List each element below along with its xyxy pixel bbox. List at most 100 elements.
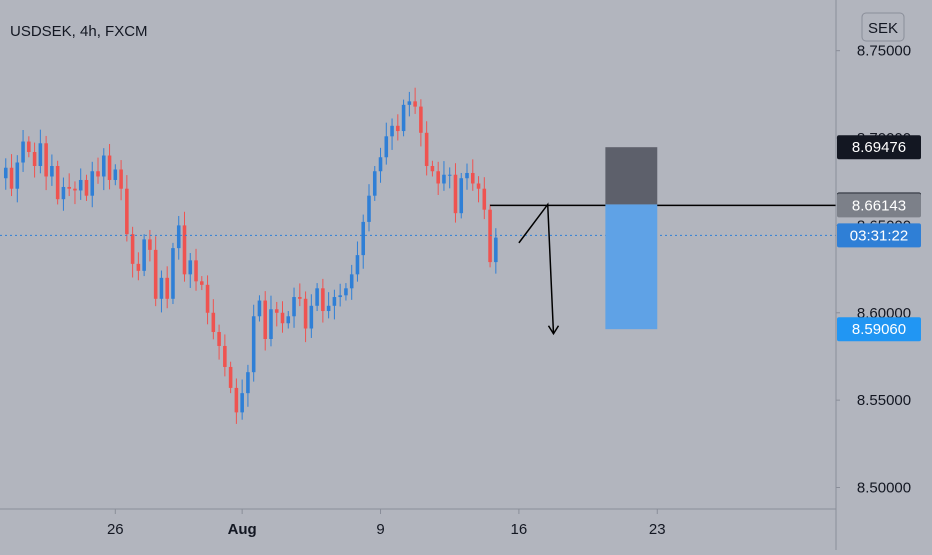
candle-body <box>44 143 48 177</box>
candle-body <box>303 298 308 329</box>
candle-body <box>384 136 389 158</box>
candle-body <box>344 288 348 296</box>
price-tick-label: 8.55000 <box>857 392 911 409</box>
candle-body <box>176 225 181 249</box>
candle-body <box>50 165 54 177</box>
price-label-countdown: 03:31:22 <box>837 223 921 248</box>
candle-body <box>459 178 464 214</box>
candle-body <box>309 305 314 329</box>
candle-body <box>246 372 250 394</box>
candle-body <box>148 239 152 250</box>
time-tick-label: Aug <box>228 521 257 538</box>
candle-body <box>292 297 296 317</box>
candle-body <box>217 331 221 346</box>
time-tick-label: 9 <box>376 521 384 538</box>
candle-body <box>430 165 435 172</box>
candle-body <box>367 195 371 222</box>
candle-body <box>84 179 89 196</box>
candle-body <box>263 300 268 339</box>
candle-body <box>482 188 487 210</box>
candle-body <box>424 132 429 166</box>
candle-body <box>465 172 469 179</box>
time-tick-label: 16 <box>511 521 528 538</box>
candle-body <box>407 101 412 105</box>
candle-body <box>470 172 475 184</box>
candle-body <box>228 366 233 388</box>
price-label-text: 03:31:22 <box>850 227 908 244</box>
candle-body <box>286 316 291 324</box>
candle-body <box>32 152 37 166</box>
candle-body <box>488 209 492 263</box>
candle-body <box>476 183 481 189</box>
candle-body <box>107 155 112 180</box>
candle-body <box>315 288 319 306</box>
price-label-box <box>837 193 921 218</box>
candle-body <box>361 221 366 256</box>
candle-body <box>269 309 273 339</box>
candle-body <box>274 309 279 313</box>
candle-body <box>182 225 187 275</box>
candle-body <box>153 249 158 299</box>
candle-body <box>171 248 175 299</box>
candle-body <box>211 312 216 332</box>
price-label-target: 8.59060 <box>837 317 921 342</box>
candle-body <box>78 179 83 191</box>
candle-body <box>251 316 256 373</box>
price-tick-label: 8.75000 <box>857 43 911 60</box>
price-label-box <box>837 223 921 248</box>
candle-body <box>27 141 31 153</box>
time-tick-label: 26 <box>107 521 124 538</box>
candle-body <box>280 312 285 324</box>
candle-body <box>447 174 452 176</box>
candle-body <box>159 277 164 299</box>
price-label-text: 8.59060 <box>852 321 906 338</box>
candle-body <box>205 284 210 313</box>
candle-body <box>372 171 377 196</box>
candle-body <box>90 171 95 196</box>
price-label-box <box>837 317 921 342</box>
candle-body <box>21 141 25 163</box>
candle-body <box>401 104 406 132</box>
candle-body <box>326 305 331 312</box>
candle-body <box>55 165 60 200</box>
stop-loss-zone[interactable] <box>605 147 658 205</box>
candle-body <box>3 167 8 179</box>
candle-body <box>234 387 239 413</box>
take-profit-zone[interactable] <box>605 204 658 330</box>
candle-body <box>96 171 100 177</box>
projection-path[interactable] <box>518 202 555 334</box>
candle-body <box>38 143 43 166</box>
candle-body <box>223 345 227 367</box>
candle-body <box>332 297 337 306</box>
candle-body <box>113 169 118 180</box>
candle-body <box>61 186 66 200</box>
candle-body <box>298 297 302 299</box>
drawings-layer <box>0 147 836 336</box>
currency-button[interactable]: SEK <box>861 12 905 42</box>
candle-body <box>442 174 446 184</box>
time-axis[interactable]: 26 Aug 9 16 23 <box>107 509 666 538</box>
candle-body <box>355 255 360 275</box>
time-tick-label: 23 <box>649 521 666 538</box>
candle-body <box>142 239 146 271</box>
price-tick-label: 8.50000 <box>857 480 911 497</box>
candle-body <box>240 393 244 413</box>
currency-label: SEK <box>868 20 898 37</box>
price-label-stop: 8.69476 <box>837 135 921 160</box>
candle-body <box>436 171 440 184</box>
candle-body <box>453 174 458 214</box>
price-label-text: 8.69476 <box>852 139 906 156</box>
candle-body <box>349 274 354 289</box>
candle-body <box>101 155 106 177</box>
candle-body <box>378 157 383 172</box>
symbol-title: USDSEK, 4h, FXCM <box>10 23 148 40</box>
candle-body <box>130 234 135 264</box>
candle-body <box>9 167 14 189</box>
candle-body <box>390 125 394 137</box>
candle-body <box>494 237 498 263</box>
price-label-text: 8.66143 <box>852 197 906 214</box>
candle-body <box>194 260 198 282</box>
